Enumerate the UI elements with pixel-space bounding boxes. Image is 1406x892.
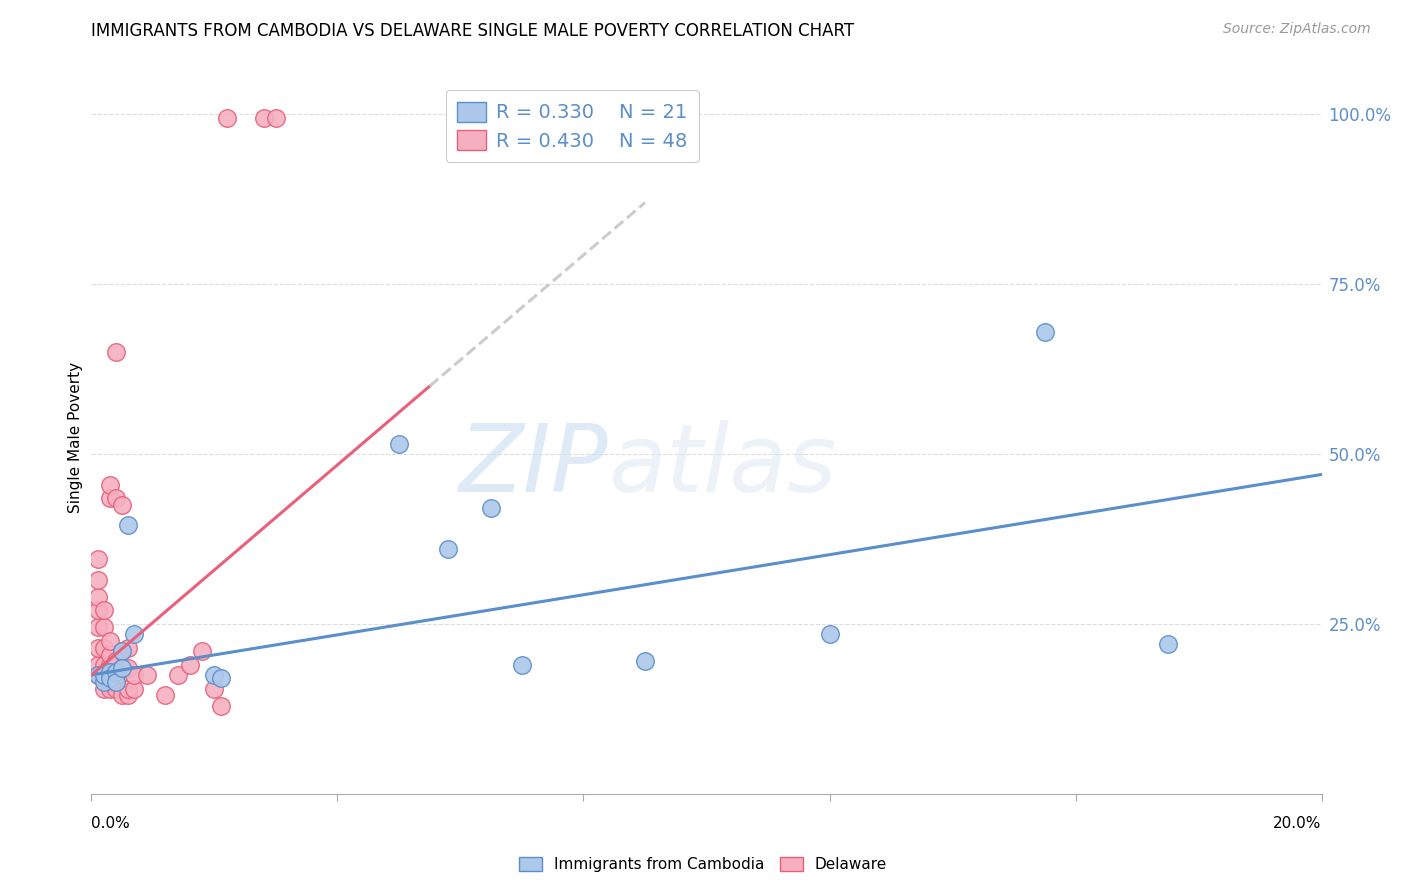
- Point: [98, 648, 121, 662]
- Text: IMMIGRANTS FROM CAMBODIA VS DELAWARE SINGLE MALE POVERTY CORRELATION CHART: IMMIGRANTS FROM CAMBODIA VS DELAWARE SIN…: [91, 22, 855, 40]
- Point: [105, 345, 127, 359]
- Text: 0.0%: 0.0%: [91, 816, 131, 831]
- Point: [510, 657, 533, 672]
- Point: [191, 644, 214, 658]
- Point: [86, 668, 108, 682]
- Point: [93, 620, 115, 634]
- Point: [86, 620, 108, 634]
- Point: [166, 668, 188, 682]
- Point: [98, 671, 121, 685]
- Legend: R = 0.330    N = 21, R = 0.430    N = 48: R = 0.330 N = 21, R = 0.430 N = 48: [446, 90, 699, 162]
- Point: [98, 477, 121, 491]
- Point: [111, 644, 134, 658]
- Point: [98, 634, 121, 648]
- Text: atlas: atlas: [607, 420, 837, 511]
- Point: [105, 665, 127, 679]
- Y-axis label: Single Male Poverty: Single Male Poverty: [67, 361, 83, 513]
- Point: [105, 674, 127, 689]
- Point: [202, 668, 225, 682]
- Point: [98, 657, 121, 672]
- Point: [117, 689, 139, 703]
- Point: [93, 603, 115, 617]
- Point: [105, 674, 127, 689]
- Point: [135, 668, 157, 682]
- Point: [98, 491, 121, 506]
- Point: [124, 627, 146, 641]
- Point: [111, 661, 134, 675]
- Point: [98, 665, 121, 679]
- Point: [98, 665, 121, 679]
- Point: [93, 681, 115, 696]
- Point: [111, 689, 134, 703]
- Point: [105, 491, 127, 506]
- Legend: Immigrants from Cambodia, Delaware: Immigrants from Cambodia, Delaware: [512, 849, 894, 880]
- Point: [105, 668, 127, 682]
- Text: 20.0%: 20.0%: [1274, 816, 1322, 831]
- Point: [202, 681, 225, 696]
- Point: [209, 698, 232, 713]
- Point: [179, 657, 201, 672]
- Point: [93, 657, 115, 672]
- Text: Source: ZipAtlas.com: Source: ZipAtlas.com: [1223, 22, 1371, 37]
- Point: [93, 671, 115, 685]
- Point: [634, 654, 657, 668]
- Point: [117, 640, 139, 655]
- Point: [105, 681, 127, 696]
- Point: [111, 498, 134, 512]
- Point: [124, 681, 146, 696]
- Point: [86, 640, 108, 655]
- Point: [105, 654, 127, 668]
- Point: [818, 627, 841, 641]
- Point: [93, 640, 115, 655]
- Point: [1033, 325, 1056, 339]
- Text: ZIP: ZIP: [458, 420, 607, 511]
- Point: [153, 689, 177, 703]
- Point: [1157, 637, 1180, 651]
- Point: [117, 661, 139, 675]
- Point: [479, 501, 502, 516]
- Point: [437, 542, 460, 557]
- Point: [98, 681, 121, 696]
- Point: [86, 657, 108, 672]
- Point: [98, 674, 121, 689]
- Point: [86, 573, 108, 587]
- Point: [86, 590, 108, 604]
- Point: [93, 668, 115, 682]
- Point: [124, 668, 146, 682]
- Point: [111, 661, 134, 675]
- Point: [264, 111, 287, 125]
- Point: [93, 674, 115, 689]
- Point: [86, 668, 108, 682]
- Point: [388, 437, 411, 451]
- Point: [117, 518, 139, 533]
- Point: [86, 552, 108, 566]
- Point: [253, 111, 276, 125]
- Point: [215, 111, 238, 125]
- Point: [117, 681, 139, 696]
- Point: [111, 644, 134, 658]
- Point: [209, 671, 232, 685]
- Point: [86, 603, 108, 617]
